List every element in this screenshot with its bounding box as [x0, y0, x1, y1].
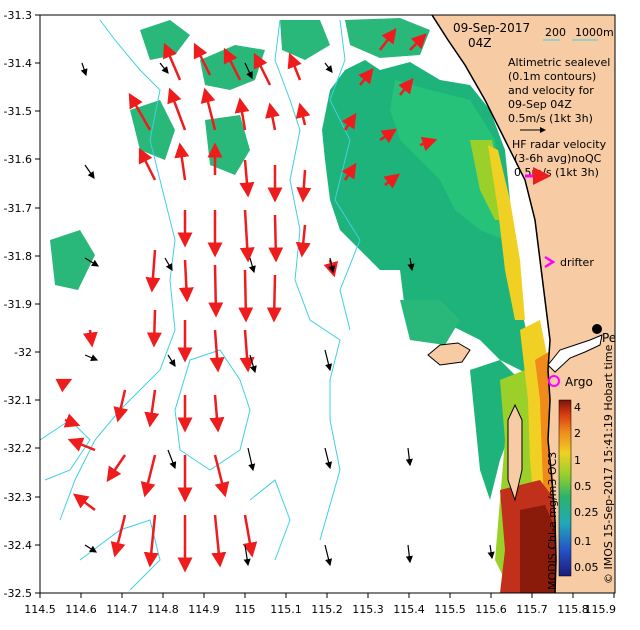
x-tick-label: 115.8: [557, 603, 589, 616]
svg-text:0.1: 0.1: [574, 535, 592, 548]
drifter-marker-icon: [544, 255, 556, 269]
y-tick-label: -31.8: [4, 250, 32, 263]
y-tick-label: -31.4: [4, 57, 32, 70]
chlorophyll-layer: [50, 18, 558, 593]
x-tick-label: 115.6: [475, 603, 507, 616]
svg-text:09-Sep 04Z: 09-Sep 04Z: [508, 98, 572, 111]
svg-text:0.05: 0.05: [574, 561, 599, 574]
x-tick-label: 115.2: [311, 603, 343, 616]
colorbar-title: MODIS Chl-a mg/m3 OC3: [546, 452, 559, 590]
coastline: [431, 15, 557, 593]
svg-text:HF radar velocity: HF radar velocity: [512, 138, 607, 151]
drifter-label: drifter: [560, 256, 594, 269]
altimetry-note: Altimetric sealevel (0.1m contours) and …: [508, 56, 610, 133]
x-tick-label: 115.3: [352, 603, 384, 616]
x-tick-label: 114.6: [65, 603, 97, 616]
x-tick-label: 114.7: [106, 603, 138, 616]
rottnest-island: [427, 342, 471, 366]
svg-text:4: 4: [574, 401, 581, 414]
x-tick-label: 115: [235, 603, 256, 616]
x-tick-label: 115.1: [270, 603, 302, 616]
y-tick-label: -31.3: [4, 9, 32, 22]
hf-radar-vectors: [55, 28, 438, 573]
svg-text:1: 1: [574, 454, 581, 467]
perth-city-icon: [592, 324, 602, 334]
swan-river: [547, 334, 603, 373]
x-tick-label: 114.9: [188, 603, 220, 616]
x-tick-label: 115.7: [516, 603, 548, 616]
svg-text:0.5m/s (1kt 3h): 0.5m/s (1kt 3h): [508, 112, 593, 125]
y-axis: -31.3 -31.4 -31.5 -31.6 -31.7 -31.8 -31.…: [4, 9, 40, 600]
bathymetry-contours: [40, 19, 361, 591]
svg-text:Altimetric sealevel: Altimetric sealevel: [508, 56, 610, 69]
perth-label: Perth: [602, 331, 633, 345]
depth-legend-200: 200: [545, 26, 566, 39]
svg-text:(0.1m contours): (0.1m contours): [508, 70, 596, 83]
credit-text: © IMOS 15-Sep-2017 15:41:19 Hobart time: [602, 344, 615, 584]
y-tick-label: -32.5: [4, 587, 32, 600]
depth-legend: 200 1000m: [543, 26, 614, 41]
altimetry-vectors: [80, 62, 495, 567]
y-tick-label: -32.2: [4, 442, 32, 455]
garden-island: [507, 403, 523, 502]
x-tick-label: 114.5: [24, 603, 56, 616]
svg-text:0.5: 0.5: [574, 480, 592, 493]
y-tick-label: -32.4: [4, 539, 32, 552]
hf-radar-note: HF radar velocity (3-6h avg)noQC 0.5m/s …: [512, 138, 607, 185]
svg-text:0.25: 0.25: [574, 506, 599, 519]
x-tick-label: 114.8: [147, 603, 179, 616]
svg-text:and velocity for: and velocity for: [508, 84, 594, 97]
argo-label: Argo: [565, 375, 593, 389]
x-axis: 114.5 114.6 114.7 114.8 114.9 115 115.1 …: [24, 593, 616, 616]
y-tick-label: -31.6: [4, 153, 32, 166]
argo-float-icon: [548, 375, 560, 387]
x-tick-label: 115.5: [434, 603, 466, 616]
y-tick-label: -31.9: [4, 298, 32, 311]
svg-text:(3-6h avg)noQC: (3-6h avg)noQC: [514, 152, 602, 165]
y-tick-label: -32.3: [4, 491, 32, 504]
map-date: 09-Sep-2017: [453, 21, 530, 35]
y-tick-label: -31.5: [4, 105, 32, 118]
svg-text:2: 2: [574, 427, 581, 440]
chlorophyll-colorbar: 4 2 1 0.5 0.25 0.1 0.05: [558, 399, 599, 577]
y-tick-label: -31.7: [4, 202, 32, 215]
y-tick-label: -32.1: [4, 394, 32, 407]
depth-legend-1000: 1000m: [575, 26, 614, 39]
x-tick-label: 115.4: [393, 603, 425, 616]
y-tick-label: -32: [14, 346, 32, 359]
x-tick-label: 115.9: [585, 603, 617, 616]
map-time: 04Z: [468, 36, 492, 50]
